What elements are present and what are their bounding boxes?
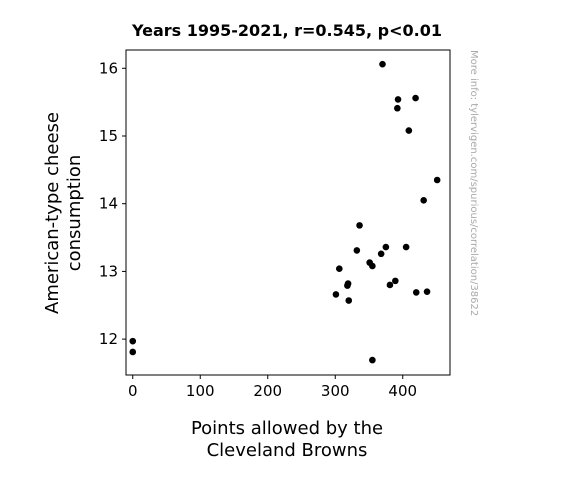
data-point <box>345 297 353 304</box>
data-point <box>394 96 402 103</box>
data-point <box>412 94 419 102</box>
y-axis: 12 13 14 15 16 <box>99 59 126 348</box>
data-point <box>353 247 361 254</box>
x-tick-label: 100 <box>186 382 215 400</box>
data-point <box>386 281 394 289</box>
x-tick-label: 300 <box>321 382 350 400</box>
chart-title: Years 1995-2021, r=0.545, p<0.01 <box>131 21 442 40</box>
data-point <box>392 277 399 285</box>
x-tick-label: 400 <box>388 382 417 400</box>
data-point <box>402 243 410 251</box>
y-axis-label-line-2: consumption <box>64 155 85 272</box>
data-point <box>369 356 376 364</box>
y-tick-label: 12 <box>99 330 118 348</box>
plot-area <box>125 49 451 376</box>
data-point <box>129 348 137 356</box>
data-point <box>369 262 376 270</box>
data-point <box>420 197 427 204</box>
source-note: More info: tylervigen.com/spurious/corre… <box>468 50 479 316</box>
x-tick-label: 0 <box>128 382 138 400</box>
data-point <box>382 243 390 251</box>
y-tick-label: 14 <box>99 195 118 213</box>
data-point <box>423 288 431 296</box>
data-point <box>377 250 385 258</box>
x-axis-label-line-1: Points allowed by the <box>191 418 383 439</box>
data-point <box>344 280 352 287</box>
y-tick-label: 15 <box>99 127 118 145</box>
x-axis: 0 100 200 300 400 <box>128 375 417 400</box>
data-point <box>336 265 343 272</box>
data-point <box>394 104 401 112</box>
data-point <box>129 337 137 345</box>
data-points <box>129 60 441 364</box>
y-tick-label: 16 <box>99 59 118 77</box>
y-tick-label: 13 <box>99 262 118 280</box>
data-point <box>332 291 340 298</box>
y-axis-label-line-1: American-type cheese <box>42 112 63 314</box>
data-point <box>405 127 413 134</box>
data-point <box>412 289 420 296</box>
x-tick-label: 200 <box>253 382 282 400</box>
data-point <box>433 176 441 184</box>
x-axis-label-line-2: Cleveland Browns <box>207 440 368 461</box>
data-point <box>379 60 386 68</box>
data-point <box>356 222 363 229</box>
